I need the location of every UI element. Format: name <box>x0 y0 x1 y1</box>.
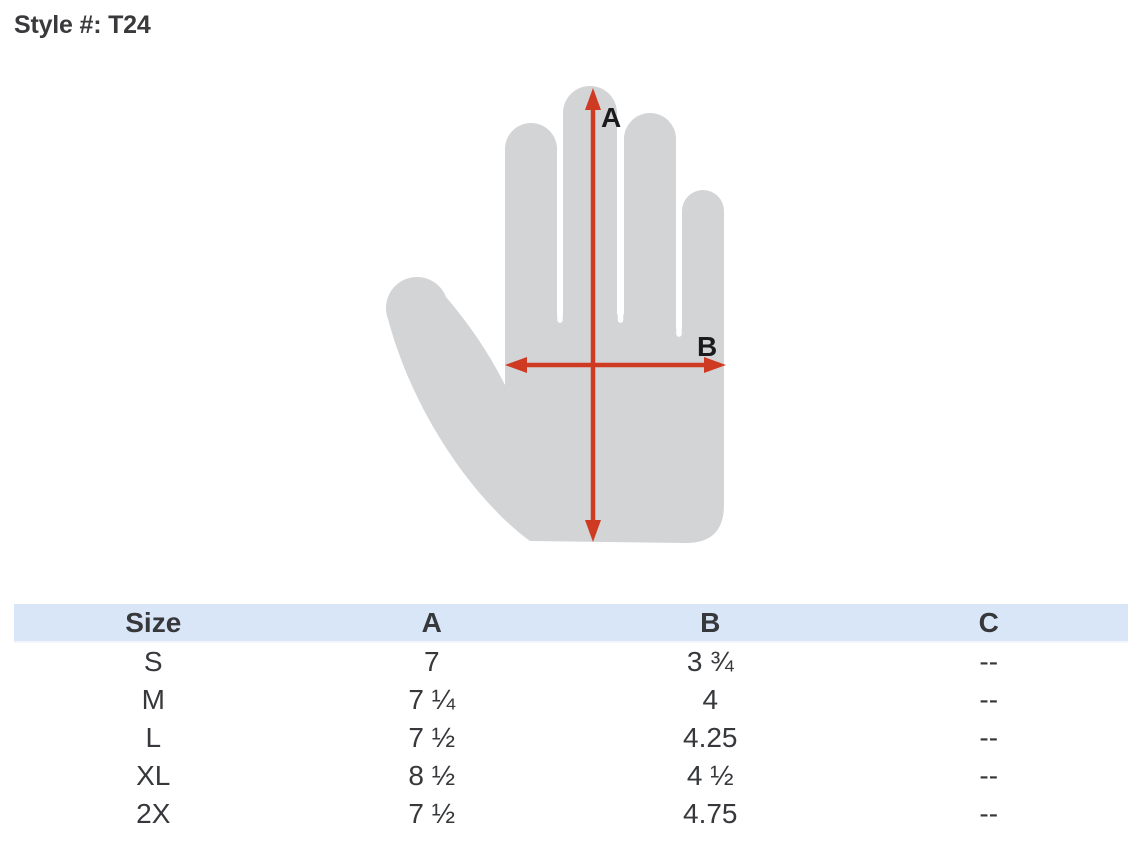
a-value: 7 <box>423 646 440 677</box>
a-value: 7 ½ <box>408 722 456 753</box>
a-value: 7 ½ <box>408 798 456 829</box>
a-value: 8 ½ <box>408 760 456 791</box>
b-value: 4 <box>702 684 719 715</box>
column-header-a: A <box>421 606 442 638</box>
size-value: S <box>143 646 163 677</box>
size-value: 2X <box>136 798 171 829</box>
b-value: 4 ½ <box>686 760 734 791</box>
length-arrow <box>585 88 601 542</box>
c-value: -- <box>979 684 999 715</box>
width-arrow-head-left <box>505 357 527 373</box>
width-arrow <box>505 357 726 373</box>
column-header-c: C <box>978 606 999 638</box>
length-label-a: A <box>601 102 621 133</box>
c-value: -- <box>979 646 999 677</box>
table-row-l: L 7 ½ 4.25 -- <box>14 719 1128 757</box>
c-value: -- <box>979 798 999 829</box>
column-header-b: B <box>700 606 721 638</box>
page-title: Style #: T24 <box>14 11 151 39</box>
column-header-size: Size <box>125 606 182 638</box>
b-value: 4.75 <box>683 798 738 829</box>
size-chart-header-row: Size A B C <box>14 604 1128 643</box>
length-arrow-head-top <box>585 88 601 110</box>
size-chart-table: Size A B C S 7 3 ¾ -- M 7 ¼ 4 -- L 7 ½ 4… <box>14 604 1128 833</box>
hand-measurement-diagram: A B <box>370 60 740 560</box>
b-value: 4.25 <box>683 722 738 753</box>
table-row-s: S 7 3 ¾ -- <box>14 643 1128 681</box>
c-value: -- <box>979 760 999 791</box>
finger-creases <box>557 102 682 337</box>
hand-diagram-svg: A B <box>385 86 726 543</box>
c-value: -- <box>979 722 999 753</box>
size-value: L <box>145 722 162 753</box>
width-label-b: B <box>697 331 717 362</box>
width-arrow-head-right <box>704 357 726 373</box>
table-row-m: M 7 ¼ 4 -- <box>14 681 1128 719</box>
size-value: M <box>141 684 165 715</box>
b-value: 3 ¾ <box>686 646 734 677</box>
length-arrow-head-bottom <box>585 520 601 542</box>
a-value: 7 ¼ <box>408 684 456 715</box>
size-value: XL <box>136 760 171 791</box>
hand-silhouette <box>385 86 724 543</box>
table-row-2x: 2X 7 ½ 4.75 -- <box>14 795 1128 833</box>
table-row-xl: XL 8 ½ 4 ½ -- <box>14 757 1128 795</box>
